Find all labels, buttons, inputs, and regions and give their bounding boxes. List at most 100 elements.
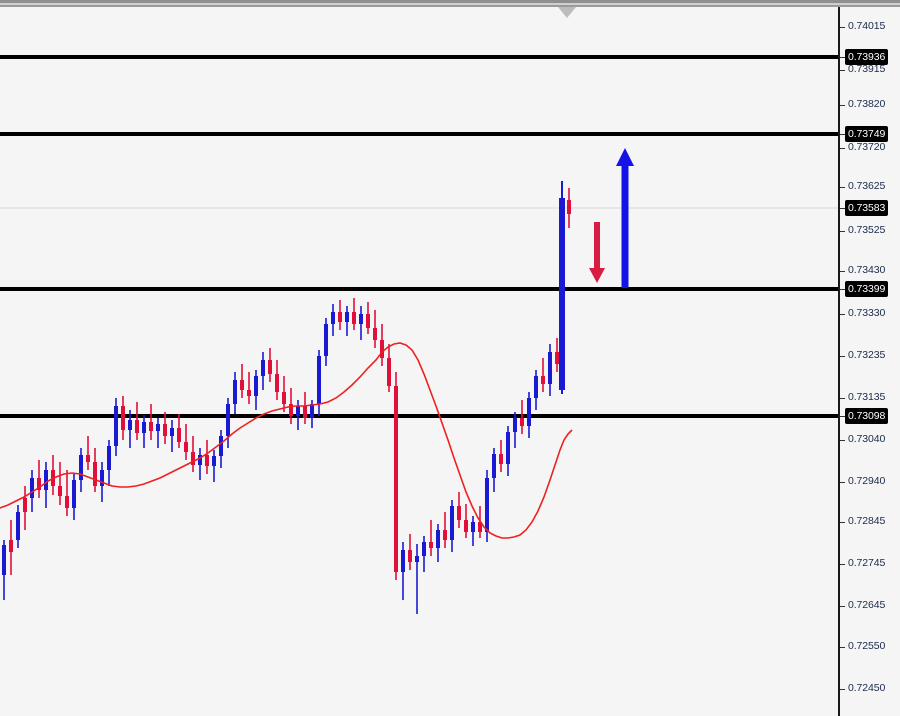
up-arrow-icon: [616, 148, 634, 288]
candle-body: [156, 424, 160, 431]
axis-tick: [840, 564, 845, 565]
axis-tick: [840, 231, 845, 232]
axis-label: 0.74015: [848, 20, 886, 32]
candle-body: [205, 455, 209, 466]
candle-body: [44, 470, 48, 490]
top-marker-icon: [558, 7, 576, 18]
candlestick-svg: [0, 7, 838, 614]
price-scale-axis[interactable]: 0.74015 0.73936 0.73915 0.73820 0.73749 0.737…: [838, 7, 900, 716]
candle-body: [149, 422, 153, 431]
axis-label: 0.73625: [848, 180, 886, 192]
axis-label: 0.72940: [848, 475, 886, 487]
candle-body: [9, 540, 13, 552]
candle-body: [107, 446, 111, 470]
candle-body: [373, 328, 377, 340]
axis-label: 0.73525: [848, 224, 886, 236]
candle-series: [2, 181, 571, 614]
candle-body: [219, 436, 223, 456]
candle-body: [268, 360, 272, 374]
candle-body: [212, 456, 216, 466]
axis-tick: [840, 187, 845, 188]
candle-body: [380, 340, 384, 358]
candle-body: [345, 312, 349, 322]
candle-body: [100, 470, 104, 486]
candle-body: [520, 418, 524, 426]
candle-body: [485, 478, 489, 532]
candle-body: [478, 522, 482, 532]
candle-body: [415, 556, 419, 562]
candle-body: [559, 198, 565, 390]
candle-body: [282, 392, 286, 404]
candle-body: [30, 478, 34, 498]
down-arrow-icon: [589, 222, 605, 283]
candle-body: [170, 428, 174, 436]
candle-body: [457, 506, 461, 520]
candle-body: [401, 550, 405, 572]
candle-body: [541, 376, 545, 384]
candle-body: [366, 314, 370, 328]
axis-label: 0.72450: [848, 682, 886, 694]
candle-body: [261, 360, 265, 376]
candle-body: [450, 506, 454, 540]
axis-label-highlighted: 0.73749: [846, 127, 888, 141]
candle-body: [86, 455, 90, 462]
axis-label: 0.73430: [848, 264, 886, 276]
axis-tick: [840, 70, 845, 71]
axis-label: 0.72550: [848, 640, 886, 652]
candle-body: [23, 498, 27, 512]
candle-body: [79, 455, 83, 480]
axis-tick: [840, 271, 845, 272]
candle-body: [534, 376, 538, 398]
axis-tick: [840, 416, 845, 417]
axis-label: 0.73915: [848, 63, 886, 75]
candle-body: [163, 424, 167, 436]
axis-tick: [840, 522, 845, 523]
axis-label: 0.73235: [848, 349, 886, 361]
window-chrome-bar-1: [0, 0, 900, 3]
axis-tick: [840, 398, 845, 399]
candle-body: [37, 478, 41, 490]
candle-body: [93, 462, 97, 486]
axis-tick: [840, 440, 845, 441]
candle-body: [135, 420, 139, 433]
candle-body: [72, 480, 76, 508]
window-chrome-bar-2: [0, 3, 900, 5]
candle-body: [555, 352, 559, 364]
candle-body: [394, 386, 398, 572]
axis-label-highlighted: 0.73936: [846, 50, 888, 64]
candle-body: [191, 452, 195, 465]
candle-body: [198, 455, 202, 465]
axis-label: 0.72745: [848, 557, 886, 569]
candle-body: [240, 380, 244, 390]
axis-tick: [840, 289, 845, 290]
candle-body: [184, 442, 188, 452]
axis-label: 0.73135: [848, 391, 886, 403]
axis-tick: [840, 356, 845, 357]
axis-label-highlighted: 0.73583: [846, 201, 888, 215]
candle-body: [65, 496, 69, 508]
axis-tick: [840, 314, 845, 315]
axis-tick: [840, 482, 845, 483]
moving-average-line: [0, 342, 573, 539]
candle-body: [58, 486, 62, 496]
axis-label-highlighted: 0.73098: [846, 409, 888, 423]
candle-body: [567, 200, 571, 214]
window-chrome-bar-3: [0, 5, 900, 7]
candle-body: [128, 420, 132, 430]
candle-body: [324, 324, 328, 356]
candle-body: [464, 520, 468, 532]
candle-body: [275, 374, 279, 392]
candle-body: [492, 454, 496, 478]
chart-plot-area[interactable]: [0, 7, 838, 716]
candle-body: [2, 545, 6, 575]
axis-tick: [840, 134, 845, 135]
candle-body: [513, 418, 517, 432]
candle-body: [247, 390, 251, 396]
axis-label-highlighted: 0.73399: [846, 282, 888, 296]
axis-label: 0.72845: [848, 515, 886, 527]
candle-body: [352, 312, 356, 324]
axis-tick: [840, 208, 845, 209]
candle-body: [436, 530, 440, 548]
candle-body: [114, 406, 118, 446]
